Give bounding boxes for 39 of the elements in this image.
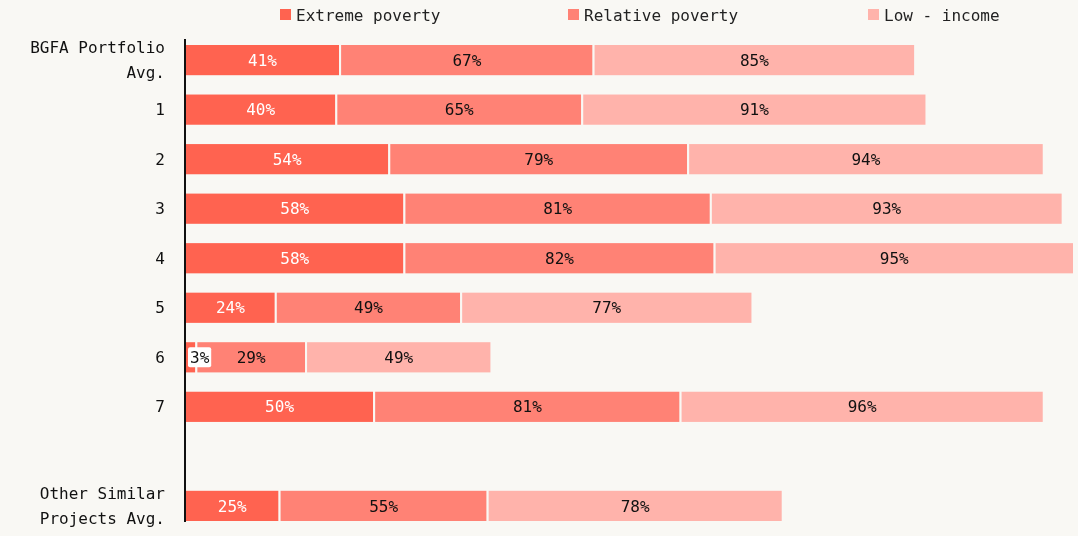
y-tick-label: 6 (155, 347, 165, 367)
data-label: 94% (851, 149, 881, 169)
data-label: 81% (512, 397, 543, 417)
data-label: 93% (872, 199, 902, 219)
data-label: 77% (592, 298, 622, 318)
legend-label: Low - income (884, 5, 1000, 25)
data-label: 58% (280, 199, 310, 219)
y-tick-label: 2 (155, 149, 165, 169)
data-label: 3% (190, 347, 210, 367)
y-tick-label: 1 (155, 100, 165, 120)
data-label: 58% (280, 248, 310, 268)
legend-label: Relative poverty (584, 5, 739, 25)
legend-label: Extreme poverty (296, 5, 441, 25)
data-label: 78% (620, 496, 650, 516)
data-label: 96% (847, 397, 877, 417)
y-tick-label: 7 (155, 397, 165, 417)
y-tick-label: 3 (155, 199, 165, 219)
data-label: 79% (524, 149, 554, 169)
data-label: 40% (246, 100, 276, 120)
data-label: 91% (739, 100, 770, 120)
data-label: 81% (543, 199, 573, 219)
y-tick-label: 5 (155, 298, 165, 318)
data-label: 65% (444, 100, 475, 120)
data-label: 25% (217, 496, 248, 516)
data-label: 50% (265, 397, 295, 417)
data-label: 24% (215, 298, 246, 318)
data-label: 49% (384, 347, 414, 367)
y-tick-label: Other Similar Projects Avg. (39, 484, 166, 528)
data-label: 82% (545, 248, 575, 268)
data-label: 29% (236, 347, 267, 367)
data-label: 55% (369, 496, 399, 516)
data-label: 85% (739, 50, 770, 70)
y-tick-label: 4 (155, 248, 165, 268)
data-label: 41% (248, 50, 278, 70)
data-label: 49% (354, 298, 384, 318)
data-label: 67% (452, 50, 482, 70)
data-label: 95% (879, 248, 910, 268)
y-tick-label: BGFA Portfolio Avg. (30, 38, 165, 83)
data-label: 54% (272, 149, 302, 169)
